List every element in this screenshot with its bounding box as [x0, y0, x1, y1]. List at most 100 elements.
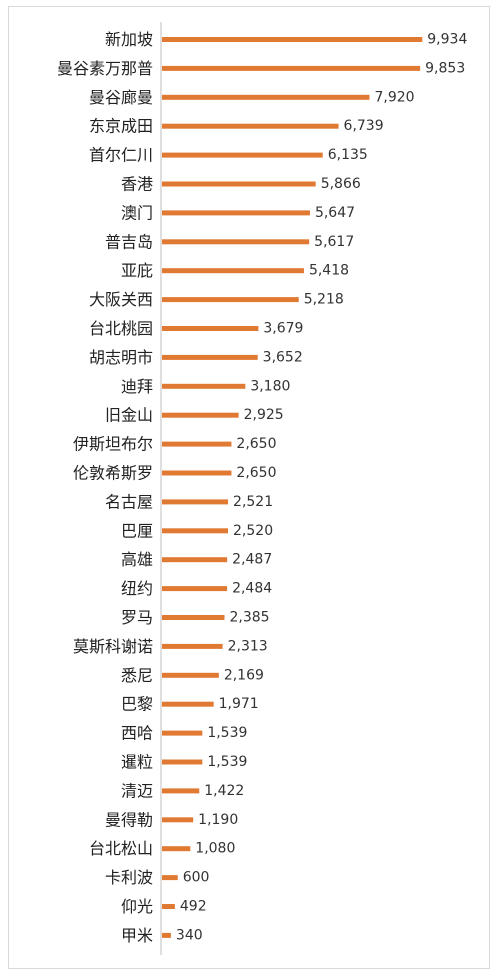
value-label: 3,180	[250, 378, 290, 394]
category-label: 台北松山	[89, 839, 153, 858]
bar	[162, 730, 203, 736]
value-label: 2,650	[236, 436, 276, 452]
category-label: 高雄	[121, 550, 153, 569]
category-label: 悉尼	[121, 666, 153, 685]
category-label: 清迈	[121, 781, 153, 800]
category-label: 迪拜	[121, 377, 153, 396]
bar	[162, 354, 258, 360]
value-label: 492	[180, 899, 207, 915]
value-label: 7,920	[375, 89, 415, 105]
bar	[162, 65, 421, 71]
bar	[162, 37, 423, 42]
bar	[162, 557, 228, 563]
bar	[162, 875, 178, 881]
value-label: 2,521	[233, 494, 273, 510]
category-labels-group: 新加坡曼谷素万那普曼谷廊曼东京成田首尔仁川香港澳门普吉岛亚庇大阪关西台北桃园胡志…	[57, 30, 153, 945]
value-label: 1,422	[204, 783, 244, 799]
bar	[162, 586, 228, 592]
bar	[162, 615, 225, 620]
category-label: 普吉岛	[105, 232, 153, 251]
bar	[162, 152, 323, 158]
value-label: 9,934	[427, 32, 467, 48]
bar	[162, 701, 214, 707]
value-label: 9,853	[425, 60, 465, 76]
value-label: 5,647	[315, 205, 355, 221]
category-label: 曼得勒	[105, 810, 153, 829]
category-label: 伦敦希斯罗	[73, 464, 153, 483]
category-label: 胡志明市	[89, 348, 153, 367]
category-label: 旧金山	[105, 406, 153, 425]
value-label: 1,971	[219, 696, 259, 712]
bar	[162, 759, 203, 765]
bar	[162, 181, 316, 187]
value-label: 2,925	[244, 407, 284, 423]
value-label: 2,487	[232, 552, 272, 568]
bar	[162, 643, 223, 649]
bar	[162, 383, 246, 389]
category-label: 曼谷素万那普	[57, 59, 153, 78]
category-label: 卡利波	[105, 868, 153, 887]
value-label: 2,650	[236, 465, 276, 481]
bar	[162, 817, 194, 823]
value-label: 1,539	[207, 725, 247, 741]
category-label: 大阪关西	[89, 290, 153, 309]
value-label: 1,080	[195, 841, 235, 857]
category-label: 东京成田	[89, 117, 153, 136]
category-label: 莫斯科谢诺	[73, 637, 153, 656]
category-label: 名古屋	[105, 492, 153, 511]
value-label: 2,385	[229, 610, 269, 626]
value-label: 5,617	[314, 234, 354, 250]
category-label: 香港	[121, 175, 153, 194]
bar	[162, 297, 299, 303]
value-label: 2,520	[233, 523, 273, 539]
value-label: 340	[176, 927, 203, 943]
value-label: 5,218	[304, 292, 344, 308]
bar	[162, 239, 310, 245]
category-label: 亚庇	[121, 261, 153, 280]
bar	[162, 788, 200, 794]
bar	[162, 528, 229, 534]
category-label: 罗马	[121, 608, 153, 627]
chart-frame	[8, 6, 490, 969]
value-label: 3,679	[263, 321, 303, 337]
value-label: 2,313	[228, 638, 268, 654]
category-label: 首尔仁川	[89, 146, 153, 165]
bar	[162, 412, 239, 418]
bar	[162, 94, 370, 100]
bar	[162, 904, 175, 909]
value-label: 3,652	[263, 349, 303, 365]
bar	[162, 932, 171, 938]
bars-group	[162, 37, 423, 938]
value-label: 2,484	[232, 581, 272, 597]
category-label: 新加坡	[105, 30, 153, 49]
value-label: 1,539	[207, 754, 247, 770]
bar	[162, 470, 232, 476]
category-label: 仰光	[121, 897, 153, 916]
category-label: 巴厘	[121, 521, 153, 540]
value-label: 5,866	[321, 176, 361, 192]
category-label: 伊斯坦布尔	[73, 435, 153, 454]
value-label: 6,739	[344, 118, 384, 134]
category-label: 甲米	[121, 926, 153, 945]
value-label: 1,190	[198, 812, 238, 828]
bar	[162, 499, 229, 505]
category-label: 曼谷廊曼	[89, 88, 153, 107]
category-label: 澳门	[121, 203, 153, 222]
category-label: 巴黎	[121, 695, 153, 714]
bar	[162, 326, 259, 331]
value-label: 2,169	[224, 667, 264, 683]
category-label: 纽约	[121, 579, 153, 598]
category-label: 台北桃园	[89, 319, 153, 338]
category-label: 暹粒	[121, 753, 153, 772]
value-labels-group: 9,934 9,853 7,920 6,739 6,135 5,866 5,647 5,617…	[176, 32, 468, 944]
value-label: 600	[183, 870, 210, 886]
bar	[162, 268, 304, 274]
bar	[162, 123, 339, 129]
bar	[162, 210, 310, 216]
bar	[162, 672, 219, 678]
bar	[162, 846, 191, 852]
bar	[162, 441, 232, 447]
value-label: 6,135	[328, 147, 368, 163]
